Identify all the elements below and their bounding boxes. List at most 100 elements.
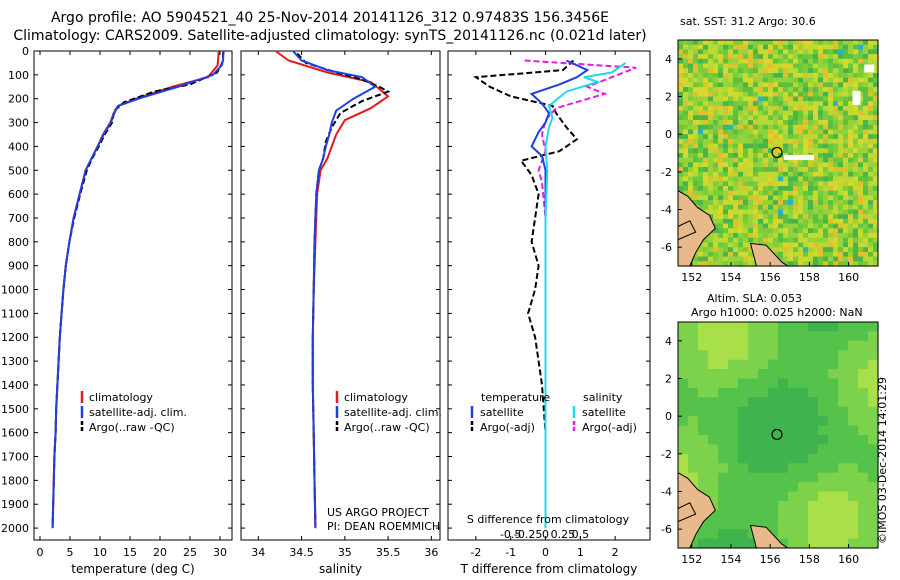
sst-cell [748,148,754,154]
sst-cell [763,49,769,55]
sst-cell [788,143,794,149]
sst-cell [748,134,754,140]
sst-cell [803,54,809,60]
sst-cell [838,214,844,220]
sst-cell [833,87,839,93]
sst-cell [738,101,744,107]
sla-cell [728,510,739,521]
diff-sal-argo-line [524,59,637,525]
sst-cell [798,87,804,93]
sla-cell [848,519,859,530]
sst-cell [798,82,804,88]
sst-cell [743,223,749,229]
sst-cell [788,256,794,262]
sst-cell [793,110,799,116]
sst-cell [758,214,764,220]
sst-cell [863,54,869,60]
sla-cell [748,463,759,474]
sst-cell [773,204,779,211]
sla-cell [778,322,789,332]
sst-cell [863,251,869,258]
sla-cell [718,369,729,380]
sst-cell [848,153,854,159]
sla-cell [848,491,859,502]
sst-cell [838,176,844,182]
sst-cell [713,77,719,83]
sst-cell [803,186,809,192]
sst-cell [853,186,859,192]
sla-cell [838,500,849,511]
sst-cell [763,176,769,182]
sst-cell [728,247,734,253]
sst-cell [863,209,869,215]
sla-cell [698,369,709,380]
sst-cell [808,228,814,234]
sst-cell [683,181,689,187]
sst-cell [773,63,779,69]
sst-cell [753,204,759,211]
sst-cell [733,148,739,154]
sst-cell [738,204,744,211]
sst-cell [848,134,854,140]
sst-cell [728,87,734,93]
sst-cell [868,214,874,220]
sst-cell [863,138,869,145]
sla-cell [788,397,799,408]
sst-cell [703,134,709,140]
sla-cell [738,510,749,521]
depth-tick-label: 600 [8,188,29,201]
sst-cell [708,200,714,206]
temp-legend-label: climatology [89,391,153,404]
sst-cell [753,91,759,98]
sst-cell [788,176,794,182]
sla-cell [828,453,839,464]
sla-cell [788,463,799,474]
sla-cell [828,340,839,351]
sst-cell [768,87,774,93]
sla-cell [868,538,879,549]
sla-cell [798,378,809,389]
sla-cell [848,435,859,445]
sst-cell [868,256,874,262]
sst-cell [818,237,824,244]
sst-cell [873,190,879,196]
sst-cell [833,105,839,112]
sst-cell [853,105,859,112]
sla-cell [698,529,709,540]
sst-cell [713,214,719,220]
sst-cell [703,200,709,206]
sla-cell [848,369,859,380]
sst-cell [758,195,764,201]
sst-cell [833,129,839,135]
sst-cell [868,120,874,126]
sla-cell [688,463,699,474]
sla-cell [798,482,809,493]
sst-cell [713,167,719,173]
sst-cell [873,167,879,173]
sla-cell [848,350,859,361]
sst-cell [813,204,819,211]
sst-cell [773,157,779,163]
sst-cell [698,148,704,154]
sla-cell [838,444,849,455]
sst-cell [753,87,759,93]
sst-cell [753,171,759,178]
sst-cell [868,209,874,215]
sst-cell [803,195,809,201]
sst-cell [818,54,824,60]
sst-cell [743,138,749,145]
temperature-xlabel: temperature (deg C) [71,562,194,576]
sst-cell [848,77,854,83]
sst-cell [778,256,784,262]
sst-cell [783,115,789,121]
sst-cell [818,251,824,258]
sla-cell [838,397,849,408]
sst-cell [868,242,874,248]
sst-cell [773,186,779,192]
sal-satellite-line [292,50,377,529]
sst-cell [783,134,789,140]
sst-cell [798,171,804,178]
sst-cell [793,228,799,234]
sla-cell [738,491,749,502]
sst-cell [833,233,839,239]
